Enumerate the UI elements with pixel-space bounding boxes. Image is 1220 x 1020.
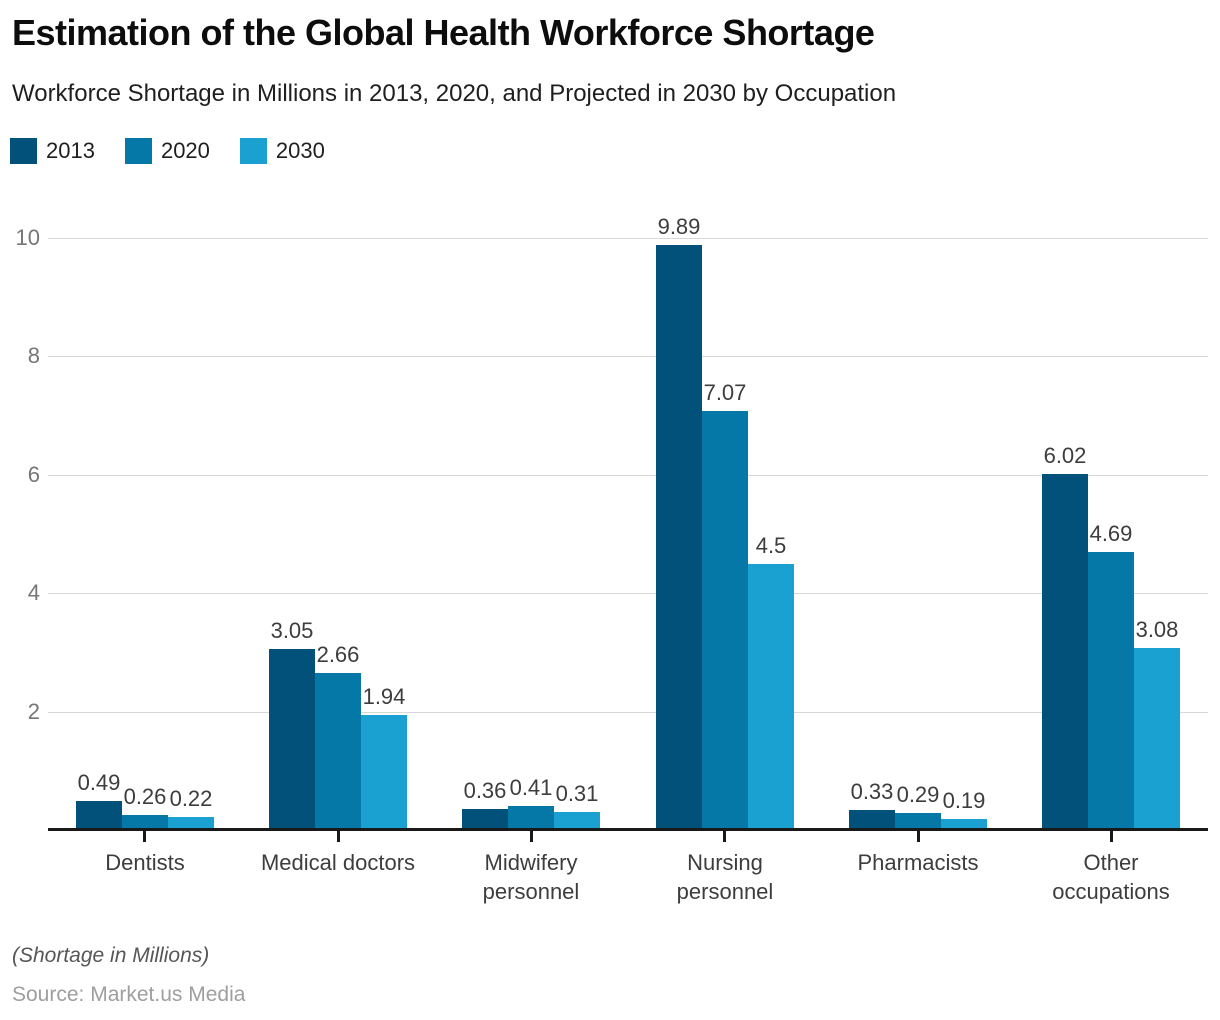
x-category-label: Midwifery personnel: [433, 848, 629, 906]
y-tick-label-4: 4: [27, 580, 40, 605]
bar-value-label: 4.69: [1089, 521, 1133, 546]
bar-value-label: 0.22: [169, 786, 213, 811]
bar-value-label: 1.94: [362, 684, 406, 709]
bar-value-label: 0.29: [896, 782, 940, 807]
bar-value-label: 2.66: [316, 642, 360, 667]
legend-item-2013: 2013: [10, 138, 95, 164]
x-category-label: Medical doctors: [240, 848, 436, 877]
bar-value-label: 0.31: [555, 781, 599, 806]
x-category-label-line: Nursing: [687, 850, 763, 875]
chart-legend: 2013 2020 2030: [10, 138, 325, 164]
bar-value-label: 0.36: [463, 778, 507, 803]
bar-2030-pharmacists: [941, 819, 987, 830]
x-category-label-line: personnel: [482, 879, 580, 904]
bar-2013-pharmacists: [849, 810, 895, 830]
bar-2030-midwifery-personnel: [554, 812, 600, 830]
bar-2020-nursing-personnel: [702, 411, 748, 830]
bar-value-label: 3.08: [1135, 617, 1179, 642]
legend-swatch: [239, 138, 267, 164]
x-category-label: Dentists: [47, 848, 243, 877]
gridline-y-6: [48, 475, 1208, 476]
x-category-label-line: occupations: [1052, 879, 1170, 904]
legend-item-2020: 2020: [124, 138, 210, 164]
legend-item-2030: 2030: [239, 138, 325, 164]
bar-2030-nursing-personnel: [748, 564, 794, 830]
y-tick-label-2: 2: [27, 699, 40, 724]
bar-2020-medical-doctors: [315, 673, 361, 830]
legend-label: 2013: [46, 138, 95, 163]
y-tick-label-8: 8: [27, 343, 40, 368]
x-category-label-line: Pharmacists: [857, 850, 979, 875]
bar-2020-dentists: [122, 815, 168, 830]
legend-swatch: [124, 138, 152, 164]
bar-2030-other-occupations: [1134, 648, 1180, 830]
gridline-y-2: [48, 712, 1208, 713]
x-axis-tick: [723, 831, 726, 842]
bar-value-label: 0.49: [77, 770, 121, 795]
x-category-label-line: personnel: [676, 879, 774, 904]
x-axis-tick: [530, 831, 533, 842]
bar-2013-nursing-personnel: [656, 245, 702, 830]
legend-label: 2020: [160, 138, 210, 163]
x-category-label-line: Other: [1083, 850, 1139, 875]
bar-2013-medical-doctors: [269, 649, 315, 830]
chart-subtitle: Workforce Shortage in Millions in 2013, …: [12, 80, 897, 107]
x-category-label: Other occupations: [1013, 848, 1209, 906]
bar-2013-dentists: [76, 801, 122, 830]
x-axis-tick: [1110, 831, 1113, 842]
bar-2030-dentists: [168, 817, 214, 830]
y-tick-label-6: 6: [27, 462, 40, 487]
bar-2013-midwifery-personnel: [462, 809, 508, 830]
bar-value-label: 4.5: [755, 533, 787, 558]
bar-value-label: 0.33: [850, 779, 894, 804]
x-axis-tick: [337, 831, 340, 842]
units-note: (Shortage in Millions): [12, 944, 210, 967]
x-axis-tick: [917, 831, 920, 842]
bar-value-label: 3.05: [270, 618, 314, 643]
bar-value-label: 0.41: [509, 775, 553, 800]
legend-label: 2030: [275, 138, 325, 163]
gridline-y-10: [48, 238, 1208, 239]
bar-2020-midwifery-personnel: [508, 806, 554, 830]
bar-2013-other-occupations: [1042, 474, 1088, 830]
bar-2020-pharmacists: [895, 813, 941, 830]
x-category-label: Pharmacists: [820, 848, 1016, 877]
bar-value-label: 7.07: [703, 380, 747, 405]
source-credit: Source: Market.us Media: [12, 983, 246, 1006]
x-category-label: Nursing personnel: [627, 848, 823, 906]
y-tick-label-10: 10: [15, 225, 40, 250]
bar-2020-other-occupations: [1088, 552, 1134, 830]
x-category-label-line: Dentists: [105, 850, 185, 875]
x-axis-line: [48, 828, 1208, 831]
x-axis-tick: [143, 831, 146, 842]
bar-value-label: 0.26: [123, 784, 167, 809]
gridline-y-8: [48, 356, 1208, 357]
legend-swatch: [10, 138, 37, 164]
bar-value-label: 9.89: [657, 214, 701, 239]
chart-title: Estimation of the Global Health Workforc…: [12, 12, 875, 53]
bar-value-label: 0.19: [942, 788, 986, 813]
bar-2030-medical-doctors: [361, 715, 407, 830]
x-category-label-line: Midwifery: [484, 850, 578, 875]
x-category-label-line: Medical doctors: [260, 850, 416, 875]
bar-value-label: 6.02: [1043, 443, 1087, 468]
gridline-y-4: [48, 593, 1208, 594]
